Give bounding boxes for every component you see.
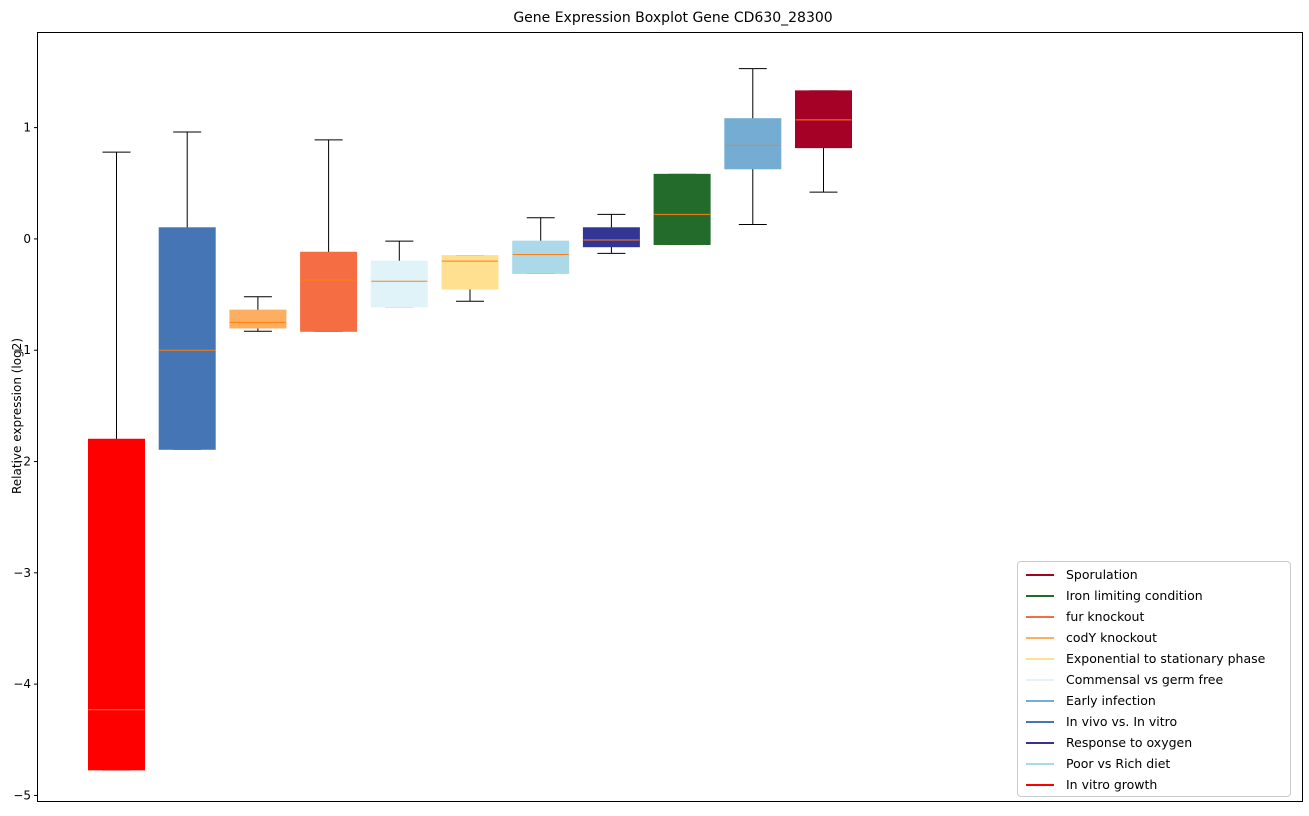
legend-item: Early infection — [1026, 690, 1290, 711]
box-body — [158, 227, 216, 450]
y-tick-label: −4 — [13, 677, 31, 691]
legend-label: codY knockout — [1066, 630, 1158, 645]
box-body — [582, 227, 640, 248]
legend-item: codY knockout — [1026, 627, 1290, 648]
box-5 — [370, 240, 428, 308]
legend-item: fur knockout — [1026, 606, 1290, 627]
legend-swatch — [1026, 657, 1054, 660]
box-body — [724, 118, 782, 170]
box-6 — [441, 255, 499, 302]
legend-swatch — [1026, 741, 1054, 744]
legend-label: Exponential to stationary phase — [1066, 651, 1266, 666]
box-body — [795, 90, 852, 149]
box-9 — [653, 173, 711, 245]
legend-swatch — [1026, 573, 1054, 576]
legend: Sporulation Iron limiting condition fur kn… — [1017, 561, 1291, 797]
legend-swatch — [1026, 636, 1054, 639]
legend-label: In vitro growth — [1066, 777, 1158, 792]
y-axis-label: Relative expression (log2) — [10, 338, 24, 494]
box-4 — [300, 139, 358, 332]
legend-label: Iron limiting condition — [1066, 588, 1203, 603]
legend-label: Commensal vs germ free — [1066, 672, 1224, 687]
legend-item: In vivo vs. In vitro — [1026, 711, 1290, 732]
box-body — [88, 438, 145, 771]
boxes-group — [88, 68, 852, 771]
legend-label: Poor vs Rich diet — [1066, 756, 1171, 771]
legend-item: Commensal vs germ free — [1026, 669, 1290, 690]
box-10 — [724, 68, 782, 225]
chart-title: Gene Expression Boxplot Gene CD630_28300 — [513, 10, 832, 26]
legend-item: In vitro growth — [1026, 774, 1290, 795]
legend-item: Iron limiting condition — [1026, 585, 1290, 606]
legend-swatch — [1026, 678, 1054, 681]
y-tick-label: 0 — [23, 232, 31, 246]
y-tick-label: −5 — [13, 788, 31, 802]
box-body — [229, 309, 287, 329]
y-tick-label: 1 — [23, 121, 31, 135]
legend-swatch — [1026, 615, 1054, 618]
box-body — [300, 251, 358, 332]
legend-item: Response to oxygen — [1026, 732, 1290, 753]
y-tick-label: −2 — [13, 455, 31, 469]
box-11 — [795, 90, 852, 193]
box-body — [370, 260, 428, 308]
box-7 — [512, 217, 570, 274]
legend-label: fur knockout — [1066, 609, 1145, 624]
legend-label: Sporulation — [1066, 567, 1138, 582]
box-body — [512, 240, 570, 274]
y-ticks-group: −5 −4 −3 −2 −1 0 1 — [13, 121, 38, 802]
legend-swatch — [1026, 699, 1054, 702]
plot-frame — [37, 32, 1303, 802]
legend-label: In vivo vs. In vitro — [1066, 714, 1178, 729]
box-8 — [582, 213, 640, 254]
box-2 — [158, 131, 216, 450]
box-1 — [88, 151, 145, 771]
legend-item: Poor vs Rich diet — [1026, 753, 1290, 774]
y-tick-label: −3 — [13, 566, 31, 580]
box-3 — [229, 296, 287, 332]
legend-item: Exponential to stationary phase — [1026, 648, 1290, 669]
legend-swatch — [1026, 762, 1054, 765]
legend-swatch — [1026, 594, 1054, 597]
box-body — [441, 255, 499, 290]
legend-swatch — [1026, 783, 1054, 786]
y-tick-label: −1 — [13, 343, 31, 357]
legend-label: Early infection — [1066, 693, 1156, 708]
box-body — [653, 173, 711, 245]
legend-swatch — [1026, 720, 1054, 723]
legend-item: Sporulation — [1026, 564, 1290, 585]
legend-label: Response to oxygen — [1066, 735, 1193, 750]
